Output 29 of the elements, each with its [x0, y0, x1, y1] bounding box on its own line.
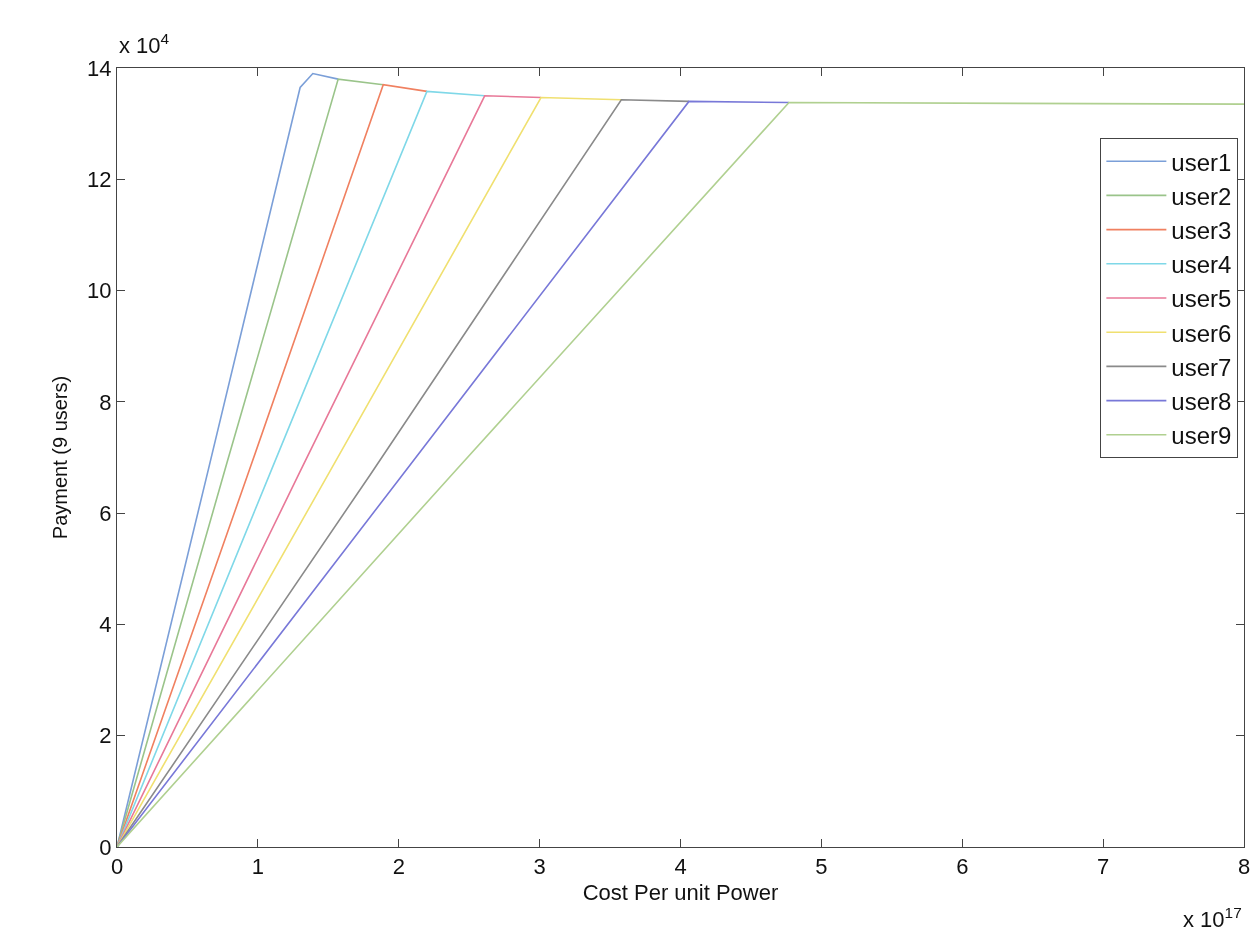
y-axis-title: Payment (9 users) — [48, 375, 71, 540]
x-tick-label: 3 — [533, 854, 546, 880]
legend-label: user7 — [1171, 353, 1232, 381]
y-tick-label: 8 — [99, 389, 112, 415]
legend-label: user5 — [1171, 285, 1232, 313]
y-tick-label: 0 — [99, 834, 112, 860]
y-tick-label: 10 — [87, 278, 112, 304]
text: x 10$^{4}$ — [119, 30, 170, 59]
text: x 10$^{17}$ — [1183, 904, 1242, 933]
legend-label: user3 — [1171, 216, 1232, 244]
y-tick-label: 2 — [99, 723, 112, 749]
x-tick-label: 4 — [674, 854, 687, 880]
legend-label: user8 — [1171, 387, 1232, 415]
x-axis-title: Cost Per unit Power — [582, 880, 779, 906]
legend-label: user1 — [1171, 148, 1232, 176]
x-tick-label: 1 — [251, 854, 265, 880]
y-tick-label: 14 — [87, 55, 112, 81]
legend-label: user9 — [1171, 422, 1232, 450]
legend-label: user4 — [1171, 251, 1232, 279]
y-tick-label: 12 — [87, 166, 112, 192]
x-tick-label: 6 — [956, 854, 969, 880]
x-tick-label: 7 — [1097, 854, 1110, 880]
x-tick-label: 2 — [392, 854, 405, 880]
x-tick-label: 8 — [1237, 854, 1251, 880]
x-tick-label: 5 — [815, 854, 828, 880]
legend-label: user6 — [1171, 319, 1232, 347]
y-tick-label: 6 — [99, 500, 112, 526]
legend-label: user2 — [1171, 182, 1232, 210]
y-tick-label: 4 — [99, 612, 112, 638]
